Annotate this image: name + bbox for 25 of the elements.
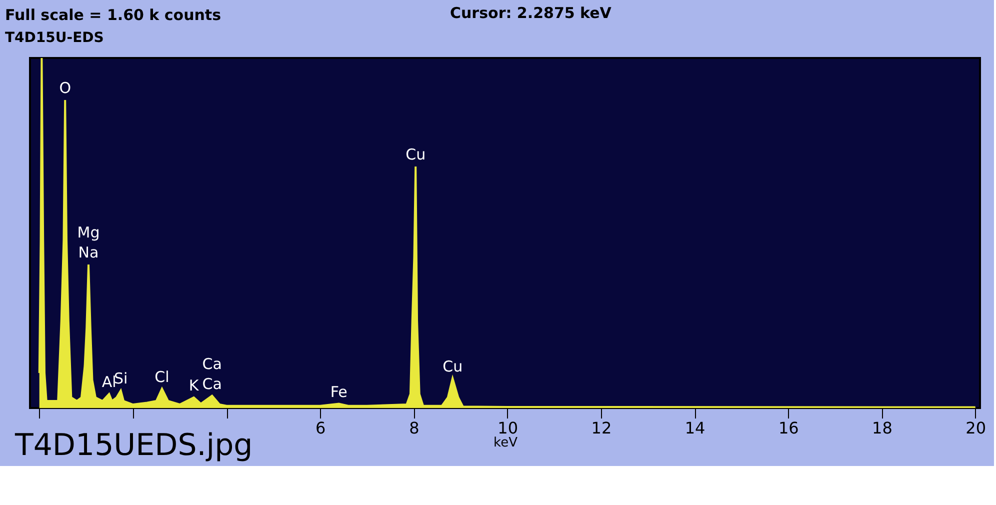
x-axis-title: keV [494,436,518,450]
annotation: Cu [442,357,463,376]
x-tick-label: 18 [872,418,892,438]
annotation: Na [78,244,99,262]
x-tick-label: 8 [409,418,420,438]
x-tick-label: 6 [316,418,326,438]
chart-subtitle: T4D15U-EDS [5,30,104,46]
chart-title: Full scale = 1.60 k counts [5,6,222,24]
x-tick-label: 12 [591,418,612,438]
text: T4D15UEDS.jpg [14,428,253,463]
annotation: O [59,79,72,97]
annotation: Ca [202,374,222,393]
annotation: Cl [154,368,170,386]
x-tick-label: 20 [966,418,986,438]
text: Cursor: 2.2875 keV [450,4,612,22]
annotation: Ca [202,354,222,373]
annotation: K [188,376,200,394]
annotation: Al [102,373,116,391]
x-tick-label: 10 [498,418,518,438]
x-tick-label: 16 [778,418,799,438]
annotation: Cu [406,146,426,164]
x-tick-label: 14 [684,418,706,438]
annotation: Si [114,370,128,388]
annotation: Mg [77,224,100,242]
annotation: Fe [330,382,348,401]
